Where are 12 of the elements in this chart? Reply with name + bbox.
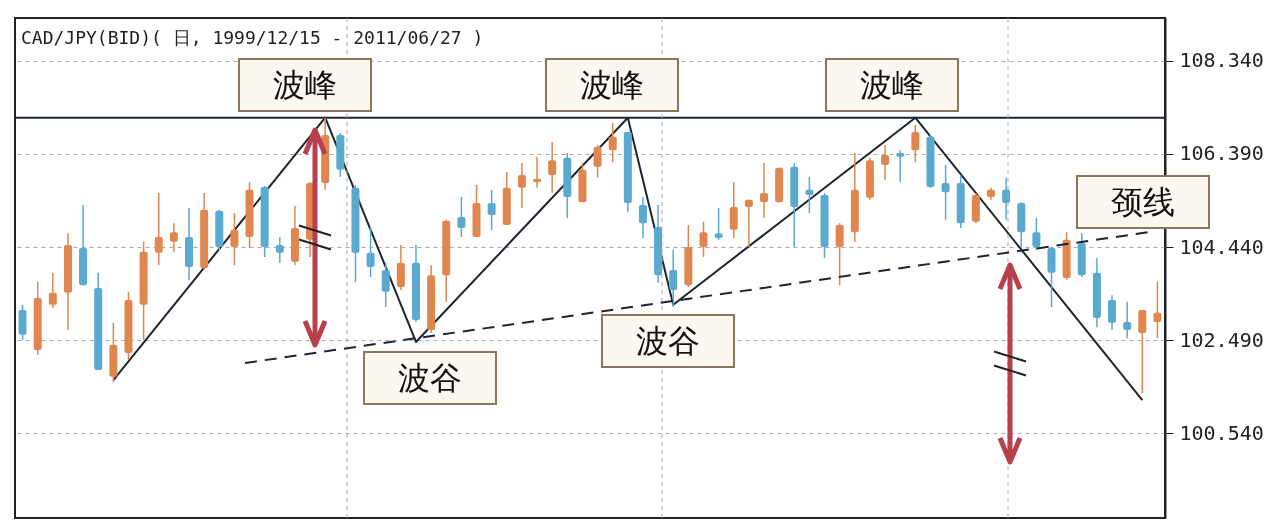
annotation: 波峰	[580, 66, 644, 104]
annotation: 颈线	[1111, 183, 1175, 221]
y-tick-label: 104.440	[1179, 234, 1264, 259]
y-tick-label: 102.490	[1179, 327, 1264, 352]
y-tick-label: 108.340	[1179, 48, 1264, 73]
y-tick-label: 100.540	[1179, 420, 1264, 445]
annotation: 波谷	[636, 322, 700, 360]
annotation: 波谷	[398, 359, 462, 397]
text: CAD/JPY(BID)( 日, 1999/12/15 - 2011/06/27 )	[21, 27, 484, 48]
annotation: 波峰	[860, 66, 924, 104]
y-tick-label: 106.390	[1179, 141, 1264, 166]
annotation: 波峰	[273, 66, 337, 104]
